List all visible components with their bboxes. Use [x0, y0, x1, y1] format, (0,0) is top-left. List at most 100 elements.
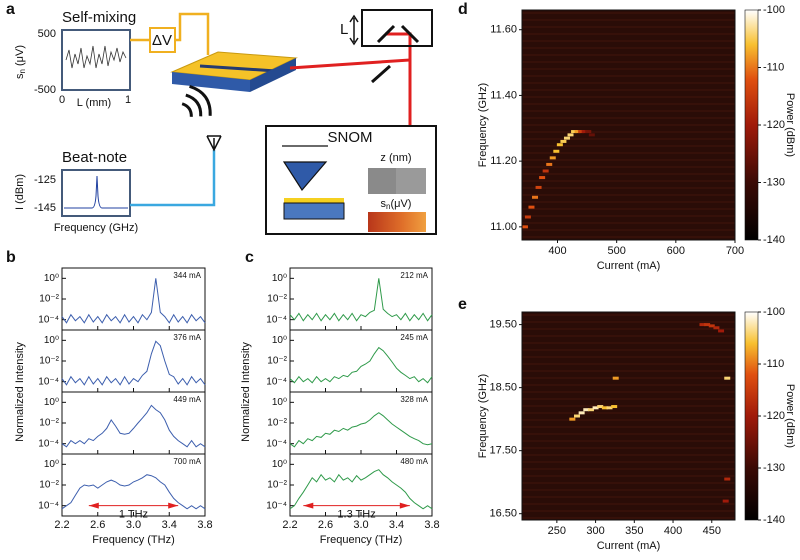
x-axis-label: Current (mA) — [597, 540, 661, 552]
panel-label: d — [458, 1, 468, 18]
y-tick-label: 11.20 — [490, 155, 517, 167]
x-tick-label: 500 — [607, 245, 625, 257]
snom-title: SNOM — [328, 129, 373, 146]
y-tick-label: 10⁻⁴ — [266, 438, 287, 449]
y-tick-label: 10⁻⁴ — [38, 500, 59, 511]
inset-tick: 1 — [125, 94, 131, 106]
colorbar-label: Power (dBm) — [784, 93, 796, 157]
heatmap-cell — [708, 324, 715, 328]
y-tick-label: 17.50 — [489, 445, 517, 457]
spectrum — [289, 278, 433, 322]
subscript: n — [386, 202, 390, 211]
heatmap-cell — [718, 329, 725, 333]
heatmap-cell — [592, 406, 599, 410]
x-tick-label: 400 — [664, 525, 682, 537]
heatmap-cell — [532, 195, 539, 199]
colorbar-tick-label: -130 — [763, 176, 785, 188]
heatmap-cell — [587, 408, 594, 412]
y-tick-label: 10⁻² — [39, 480, 59, 491]
y-tick-label: 10⁰ — [272, 273, 287, 284]
signal-image — [368, 212, 426, 232]
y-tick-label: 10⁻⁴ — [38, 314, 59, 325]
device-side — [172, 72, 250, 92]
x-tick-label: 3.8 — [424, 519, 439, 531]
y-tick-label: 18.50 — [489, 382, 517, 394]
y-tick-label: 11.00 — [490, 221, 517, 233]
heatmap-cell — [699, 323, 706, 327]
x-tick-label: 600 — [667, 245, 685, 257]
colorbar-tick-label: -120 — [763, 119, 785, 131]
panel-label: c — [245, 249, 254, 266]
y-tick-label: 16.50 — [489, 508, 517, 520]
symbol: s — [14, 73, 26, 79]
tip — [282, 145, 328, 192]
spectrum — [61, 340, 206, 386]
colorbar-tick-label: -100 — [763, 4, 785, 16]
heatmap-cell — [546, 162, 553, 166]
device-end — [250, 58, 296, 92]
x-tick-label: 2.6 — [90, 519, 105, 531]
y-tick-label: 10⁻² — [267, 418, 287, 429]
heatmap-cell — [612, 376, 619, 380]
heatmap-cell — [588, 133, 595, 137]
series-label: 376 mA — [173, 333, 201, 342]
colorbar-tick-label: -100 — [763, 306, 785, 318]
heatmap-cell — [528, 205, 535, 209]
heatmap-cell — [553, 149, 560, 153]
inset-tick: 500 — [38, 28, 56, 40]
waves — [181, 84, 212, 117]
heatmap-cell — [578, 411, 585, 415]
panel-label: e — [458, 296, 467, 313]
arrow — [349, 14, 359, 46]
inset-trace — [65, 45, 127, 69]
x-tick-label: 3.4 — [162, 519, 177, 531]
symbol: s — [381, 198, 387, 210]
panel-label: a — [6, 1, 15, 18]
unit: (μV) — [390, 198, 411, 210]
y-tick-label: 10⁻² — [267, 480, 287, 491]
colorbar-tick-label: -110 — [763, 61, 784, 73]
span-arrow — [88, 502, 179, 509]
y-axis-label: Normalized Intensity — [14, 342, 26, 442]
x-tick-label: 700 — [726, 245, 744, 257]
spectrum — [289, 469, 433, 510]
plot-frame — [521, 9, 736, 241]
heatmap-cell — [713, 326, 720, 330]
y-tick-label: 10⁰ — [272, 459, 287, 470]
x-tick-label: 300 — [586, 525, 604, 537]
subplot-frame — [289, 267, 433, 331]
colorbar — [744, 9, 759, 241]
y-axis-label: Normalized Intensity — [240, 342, 252, 442]
heatmap-cell — [556, 143, 563, 147]
colorbar-tick-label: -120 — [763, 410, 785, 422]
inset-title: Beat-note — [62, 149, 127, 166]
x-axis-label: Frequency (THz) — [320, 534, 403, 546]
series-label: 700 mA — [173, 457, 201, 466]
series-label: 212 mA — [400, 271, 428, 280]
heatmap-cell — [560, 139, 567, 143]
colorbar-tick-label: -140 — [763, 514, 785, 526]
series-label: 344 mA — [173, 271, 201, 280]
topography-image — [396, 168, 426, 194]
bias-box — [149, 27, 176, 53]
span-label: 1.3 THz — [337, 509, 375, 521]
colorbar-label: Power (dBm) — [784, 384, 796, 448]
inset-title: Self-mixing — [62, 9, 136, 26]
heatmap-cell — [611, 405, 618, 409]
x-tick-label: 350 — [625, 525, 643, 537]
inset-tick: 0 — [59, 94, 65, 106]
inset-xlabel: Frequency (GHz) — [54, 222, 138, 234]
spectrum — [61, 404, 206, 448]
heatmap-cell — [581, 130, 588, 134]
y-tick-label: 10⁰ — [44, 459, 59, 470]
heatmap-cell — [606, 406, 613, 410]
colorbar — [744, 311, 759, 521]
heatmap-cell — [535, 185, 542, 189]
y-tick-label: 10⁻² — [267, 294, 287, 305]
heatmap-cell — [569, 417, 576, 421]
x-tick-label: 400 — [548, 245, 566, 257]
x-tick-label: 250 — [548, 525, 566, 537]
heatmap-cell — [722, 499, 729, 503]
mirror — [371, 24, 420, 84]
y-tick-label: 10⁻⁴ — [266, 376, 287, 387]
